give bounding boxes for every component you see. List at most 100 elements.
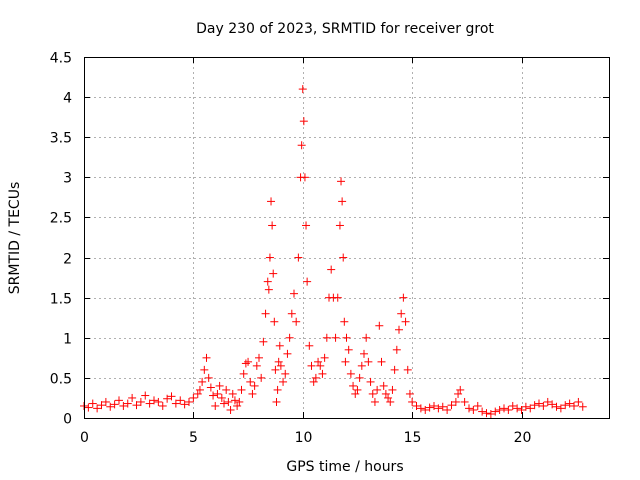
data-point	[355, 373, 364, 382]
data-point	[338, 197, 347, 206]
data-point	[287, 309, 296, 318]
data-point	[300, 173, 309, 182]
data-point	[237, 385, 246, 394]
data-point	[267, 197, 276, 206]
data-point	[368, 389, 377, 398]
data-point	[342, 333, 351, 342]
data-point	[265, 253, 274, 262]
data-point	[366, 377, 375, 386]
data-point	[93, 404, 102, 413]
data-point	[279, 377, 288, 386]
data-point	[281, 369, 290, 378]
data-point	[513, 404, 522, 413]
data-point	[217, 393, 226, 402]
chart-title: Day 230 of 2023, SRMTID for receiver gro…	[196, 21, 494, 37]
data-point	[362, 333, 371, 342]
data-point	[163, 394, 172, 403]
data-point	[395, 325, 403, 334]
data-point	[316, 361, 325, 370]
data-point	[397, 309, 406, 318]
data-point	[88, 399, 97, 408]
data-point	[539, 401, 548, 410]
plot-frame	[84, 57, 610, 419]
data-point	[271, 365, 280, 374]
data-point	[364, 357, 373, 366]
data-point	[252, 361, 261, 370]
data-point	[491, 407, 500, 416]
data-point	[375, 321, 384, 330]
y-tick-label: 1.5	[50, 292, 72, 308]
data-point	[230, 396, 239, 405]
data-point	[408, 397, 417, 406]
data-point	[128, 393, 137, 402]
x-tick-label: 15	[404, 430, 422, 446]
data-point	[106, 402, 115, 411]
x-tick-label: 20	[514, 430, 532, 446]
data-point	[337, 177, 346, 186]
data-point	[460, 397, 469, 406]
data-point	[261, 309, 270, 318]
y-tick-label: 3.5	[50, 131, 72, 147]
data-point	[344, 345, 353, 354]
data-point	[150, 396, 158, 405]
data-point	[340, 317, 349, 326]
data-point	[456, 385, 465, 394]
data-point	[386, 397, 395, 406]
data-point	[392, 345, 401, 354]
data-point	[257, 373, 266, 382]
data-point	[530, 401, 539, 410]
y-tick-label: 0	[63, 412, 72, 428]
data-point	[200, 365, 209, 374]
data-point	[123, 399, 132, 408]
data-point	[263, 277, 272, 286]
data-point	[373, 385, 382, 394]
data-point	[273, 385, 282, 394]
data-point	[235, 397, 244, 406]
data-point	[465, 404, 473, 413]
data-point	[561, 401, 570, 410]
data-point	[526, 404, 535, 413]
x-axis-label: GPS time / hours	[286, 459, 403, 475]
data-point	[430, 401, 438, 410]
y-tick-label: 2.5	[50, 211, 72, 227]
data-point	[213, 389, 222, 398]
y-tick-label: 3	[63, 171, 72, 187]
data-point	[495, 405, 504, 414]
data-point	[115, 396, 123, 405]
data-point	[298, 85, 307, 94]
data-point	[353, 385, 362, 394]
data-point	[331, 333, 340, 342]
data-point	[270, 317, 279, 326]
data-point	[339, 253, 348, 262]
data-point	[141, 391, 150, 400]
data-point	[574, 397, 583, 406]
data-point	[556, 404, 565, 413]
data-point	[335, 221, 344, 230]
data-point	[204, 373, 213, 382]
data-point	[303, 277, 312, 286]
data-point	[283, 349, 292, 358]
x-tick-label: 0	[80, 430, 89, 446]
data-point	[438, 402, 447, 411]
data-point	[322, 333, 331, 342]
data-point	[228, 389, 237, 398]
data-point	[478, 407, 487, 416]
data-point	[292, 317, 301, 326]
data-point	[246, 377, 255, 386]
y-tick-label: 0.5	[50, 372, 72, 388]
data-point	[250, 381, 259, 390]
data-point	[171, 399, 180, 408]
data-point	[309, 377, 318, 386]
data-point	[272, 397, 281, 406]
data-point	[351, 389, 360, 398]
data-point	[578, 402, 587, 411]
data-point	[390, 365, 399, 374]
data-points	[80, 85, 587, 418]
data-point	[500, 404, 508, 413]
data-point	[255, 353, 263, 362]
data-point	[185, 397, 193, 406]
data-point	[297, 141, 306, 150]
data-point	[443, 405, 452, 414]
data-point	[224, 397, 233, 406]
